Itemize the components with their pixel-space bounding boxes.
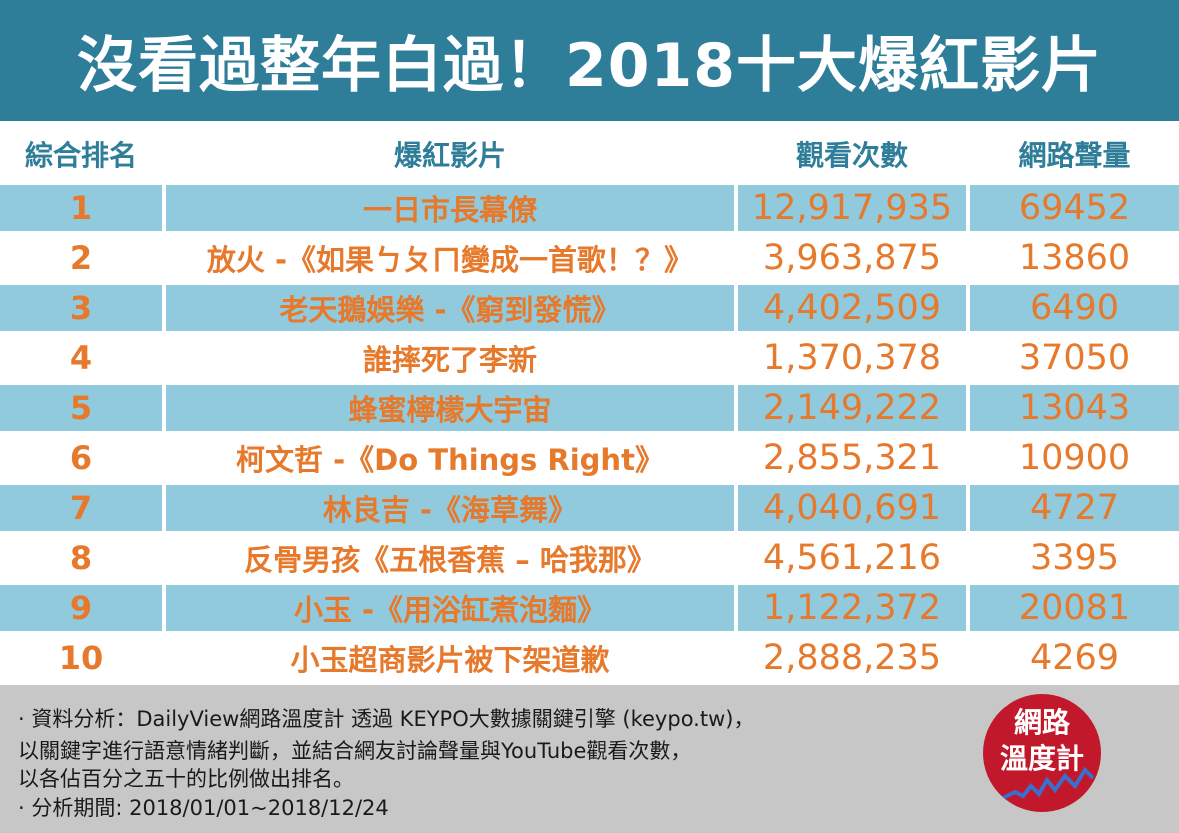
views-cell: 2,149,222 xyxy=(738,385,966,431)
rank-cell: 1 xyxy=(0,185,162,231)
views-cell: 4,561,216 xyxy=(762,538,942,578)
rank-cell: 3 xyxy=(0,285,162,331)
buzz-cell: 10900 xyxy=(1018,438,1131,478)
table-row: 7 林良吉 -《海草舞》 4,040,691 4727 xyxy=(0,483,1179,533)
title-banner: 沒看過整年白過！2018十大爆紅影片 xyxy=(0,0,1179,121)
video-cell: 蜂蜜檸檬大宇宙 xyxy=(166,385,734,431)
rank-cell: 7 xyxy=(0,485,162,531)
logo-wave-icon xyxy=(987,696,1095,800)
video-cell: 反骨男孩《五根香蕉 – 哈我那》 xyxy=(244,543,656,577)
rank-cell: 8 xyxy=(69,539,93,577)
table-row: 6 柯文哲 -《Do Things Right》 2,855,321 10900 xyxy=(0,433,1179,483)
table-row: 9 小玉 -《用浴缸煮泡麵》 1,122,372 20081 xyxy=(0,583,1179,633)
views-cell: 12,917,935 xyxy=(738,185,966,231)
video-cell: 柯文哲 -《Do Things Right》 xyxy=(236,443,664,477)
header-rank: 綜合排名 xyxy=(24,139,137,172)
note-data-analysis: · 資料分析：DailyView網路溫度計 透過 KEYPO大數據關鍵引擎 (k… xyxy=(18,707,755,731)
table-header: 綜合排名 爆紅影片 觀看次數 網路聲量 xyxy=(0,126,1179,182)
table-row: 10 小玉超商影片被下架道歉 2,888,235 4269 xyxy=(0,633,1179,683)
rank-cell: 2 xyxy=(69,239,93,277)
views-cell: 4,040,691 xyxy=(738,485,966,531)
rank-cell: 6 xyxy=(69,439,93,477)
video-cell: 一日市長幕僚 xyxy=(166,185,734,231)
table-row: 5 蜂蜜檸檬大宇宙 2,149,222 13043 xyxy=(0,383,1179,433)
video-cell: 小玉超商影片被下架道歉 xyxy=(290,643,610,677)
footer-notes: · 資料分析：DailyView網路溫度計 透過 KEYPO大數據關鍵引擎 (k… xyxy=(0,685,1179,833)
dailyview-logo: 網路 溫度計 xyxy=(983,694,1101,812)
views-cell: 4,402,509 xyxy=(738,285,966,331)
buzz-cell: 20081 xyxy=(970,585,1179,631)
video-cell: 林良吉 -《海草舞》 xyxy=(166,485,734,531)
table-row: 2 放火 -《如果ㄅㄆㄇ變成一首歌！？》 3,963,875 13860 xyxy=(0,233,1179,283)
header-video: 爆紅影片 xyxy=(393,139,506,172)
rank-cell: 4 xyxy=(69,339,93,377)
ranking-table: 1 一日市長幕僚 12,917,935 69452 2 放火 -《如果ㄅㄆㄇ變成… xyxy=(0,183,1179,683)
buzz-cell: 6490 xyxy=(970,285,1179,331)
table-row: 8 反骨男孩《五根香蕉 – 哈我那》 4,561,216 3395 xyxy=(0,533,1179,583)
buzz-cell: 3395 xyxy=(1029,538,1120,578)
header-views: 觀看次數 xyxy=(795,139,908,172)
rank-cell: 5 xyxy=(0,385,162,431)
logo-text-line1: 網路 xyxy=(1013,706,1070,739)
buzz-cell: 37050 xyxy=(1018,338,1131,378)
views-cell: 1,122,372 xyxy=(738,585,966,631)
video-cell: 誰摔死了李新 xyxy=(362,343,537,377)
views-cell: 3,963,875 xyxy=(762,238,942,278)
buzz-cell: 4269 xyxy=(1029,638,1120,678)
video-cell: 放火 -《如果ㄅㄆㄇ變成一首歌！？》 xyxy=(206,243,694,277)
note-ranking: 以各佔百分之五十的比例做出排名。 xyxy=(18,767,354,791)
page-title: 沒看過整年白過！2018十大爆紅影片 xyxy=(77,31,1102,101)
views-cell: 1,370,378 xyxy=(762,338,942,378)
table-row: 4 誰摔死了李新 1,370,378 37050 xyxy=(0,333,1179,383)
buzz-cell: 69452 xyxy=(970,185,1179,231)
video-cell: 老天鵝娛樂 -《窮到發慌》 xyxy=(166,285,734,331)
views-cell: 2,855,321 xyxy=(762,438,942,478)
note-method: 以關鍵字進行語意情緒判斷，並結合網友討論聲量與YouTube觀看次數， xyxy=(18,739,692,763)
views-cell: 2,888,235 xyxy=(762,638,942,678)
rank-cell: 9 xyxy=(0,585,162,631)
table-row: 1 一日市長幕僚 12,917,935 69452 xyxy=(0,183,1179,233)
buzz-cell: 13043 xyxy=(970,385,1179,431)
note-period: · 分析期間: 2018/01/01~2018/12/24 xyxy=(18,796,389,820)
logo-text-line2: 溫度計 xyxy=(999,742,1084,775)
buzz-cell: 13860 xyxy=(1018,238,1131,278)
table-row: 3 老天鵝娛樂 -《窮到發慌》 4,402,509 6490 xyxy=(0,283,1179,333)
header-buzz: 網路聲量 xyxy=(1018,139,1131,172)
video-cell: 小玉 -《用浴缸煮泡麵》 xyxy=(166,585,734,631)
buzz-cell: 4727 xyxy=(970,485,1179,531)
rank-cell: 10 xyxy=(58,639,104,677)
